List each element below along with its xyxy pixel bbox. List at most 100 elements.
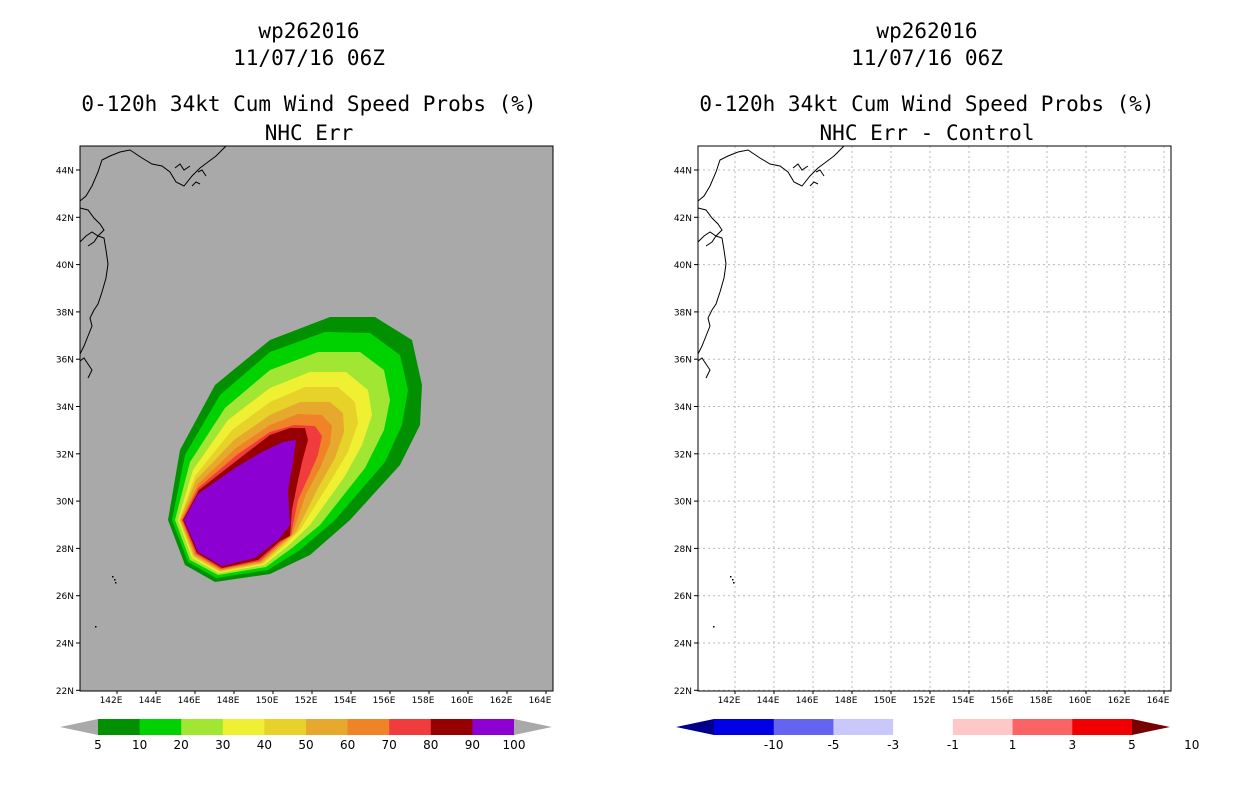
right-difference-map: 44N 42N 40N 38N 36N 34N 32N 30N 28N 26N 24N 22N 142E…	[674, 145, 1172, 707]
lon-label: 148E	[835, 696, 858, 706]
lon-label: 152E	[913, 696, 936, 706]
lon-label: 148E	[217, 696, 240, 706]
colorbar-box	[139, 719, 182, 735]
lat-label: 26N	[674, 592, 692, 602]
coastline-segment	[80, 357, 93, 379]
colorbar-label: 90	[465, 738, 480, 752]
coastline-segment	[792, 163, 809, 171]
island	[115, 582, 117, 584]
island	[114, 579, 116, 581]
right-map-frame	[697, 145, 1172, 692]
coastline-segment	[80, 231, 109, 355]
right-axis-ticks: 44N 42N 40N 38N 36N 34N 32N 30N 28N 26N 24N 22N 142E…	[674, 167, 1170, 707]
lat-label: 44N	[674, 167, 692, 177]
colorbar-box	[952, 719, 1014, 735]
left-probability-map: 44N 42N 40N 38N 36N 34N 32N 30N 28N 26N 24N 22N 142E…	[56, 145, 554, 707]
colorbar-box	[347, 719, 390, 735]
colorbar-label: 20	[174, 738, 189, 752]
left-storm-id: wp262016	[258, 19, 360, 43]
colorbar-label: 70	[382, 738, 397, 752]
coastline-segment	[80, 207, 105, 247]
coastline-segment	[698, 146, 845, 202]
lon-label: 162E	[1108, 696, 1131, 706]
left-datetime: 11/07/16 06Z	[233, 46, 385, 70]
lat-label: 42N	[56, 214, 74, 224]
lat-label: 24N	[56, 640, 74, 650]
colorbar-box	[833, 719, 894, 735]
lat-label: 22N	[674, 687, 692, 697]
right-gridlines	[698, 146, 1171, 691]
colorbar-label: 10	[132, 738, 147, 752]
lon-label: 154E	[334, 696, 357, 706]
coastline-segment	[80, 146, 227, 202]
right-subtitle: NHC Err - Control	[819, 121, 1035, 145]
lat-label: 34N	[56, 403, 74, 413]
colorbar-label: 30	[215, 738, 230, 752]
coastline-segment	[698, 231, 727, 355]
island	[713, 626, 715, 628]
colorbar-above-arrow	[514, 719, 552, 735]
left-subtitle: NHC Err	[264, 121, 354, 145]
colorbar-label: -3	[887, 738, 899, 752]
colorbar-label: 5	[1128, 738, 1136, 752]
right-datetime: 11/07/16 06Z	[851, 46, 1003, 70]
colorbar-label: 3	[1068, 738, 1076, 752]
lat-label: 36N	[674, 356, 692, 366]
lat-label: 24N	[674, 640, 692, 650]
lat-label: 40N	[674, 261, 692, 271]
colorbar-label: -1	[947, 738, 959, 752]
coastline-segment	[174, 163, 191, 171]
colorbar-label: 80	[423, 738, 438, 752]
lon-label: 144E	[757, 696, 780, 706]
lon-label: 164E	[1147, 696, 1170, 706]
colorbar-label: 1	[1009, 738, 1017, 752]
colorbar-label: -5	[827, 738, 839, 752]
lat-label: 26N	[56, 592, 74, 602]
colorbar-box	[472, 719, 515, 735]
lat-label: 32N	[56, 450, 74, 460]
lat-label: 38N	[674, 308, 692, 318]
colorbar-label: 40	[257, 738, 272, 752]
coastline-segment	[197, 169, 207, 177]
coastline-segment	[698, 207, 723, 247]
colorbar-label: 10	[1184, 738, 1199, 752]
island	[730, 576, 732, 578]
colorbar-label: 5	[94, 738, 102, 752]
lon-label: 156E	[991, 696, 1014, 706]
colorbar-box	[1072, 719, 1133, 735]
lat-label: 44N	[56, 167, 74, 177]
colorbar-box	[222, 719, 265, 735]
lat-label: 38N	[56, 308, 74, 318]
coastline-segment	[809, 181, 819, 187]
lat-label: 34N	[674, 403, 692, 413]
colorbar-label: 60	[340, 738, 355, 752]
left-map-frame	[79, 145, 554, 692]
lat-label: 22N	[56, 687, 74, 697]
colorbar-below-arrow	[676, 719, 714, 735]
lon-label: 150E	[256, 696, 279, 706]
lon-label: 160E	[1069, 696, 1092, 706]
right-coastline	[698, 146, 845, 628]
lat-label: 30N	[56, 498, 74, 508]
lon-label: 152E	[295, 696, 318, 706]
left-axis-ticks: 44N 42N 40N 38N 36N 34N 32N 30N 28N 26N 24N 22N 142E…	[56, 167, 552, 707]
left-coastline	[80, 146, 227, 628]
coastline-segment	[815, 169, 825, 177]
colorbar-box	[1012, 719, 1073, 735]
lat-label: 28N	[56, 545, 74, 555]
lat-label: 28N	[674, 545, 692, 555]
lat-label: 30N	[674, 498, 692, 508]
colorbar-above-arrow	[1132, 719, 1170, 735]
island	[733, 582, 735, 584]
colorbar-label: -10	[764, 738, 784, 752]
coastline-segment	[191, 181, 201, 187]
colorbar-box	[893, 719, 954, 735]
colorbar-box	[181, 719, 224, 735]
island	[112, 576, 114, 578]
lat-label: 40N	[56, 261, 74, 271]
prob-contour-100	[184, 440, 296, 566]
lon-label: 162E	[490, 696, 513, 706]
colorbar-box	[389, 719, 432, 735]
left-probability-contours	[168, 317, 422, 582]
